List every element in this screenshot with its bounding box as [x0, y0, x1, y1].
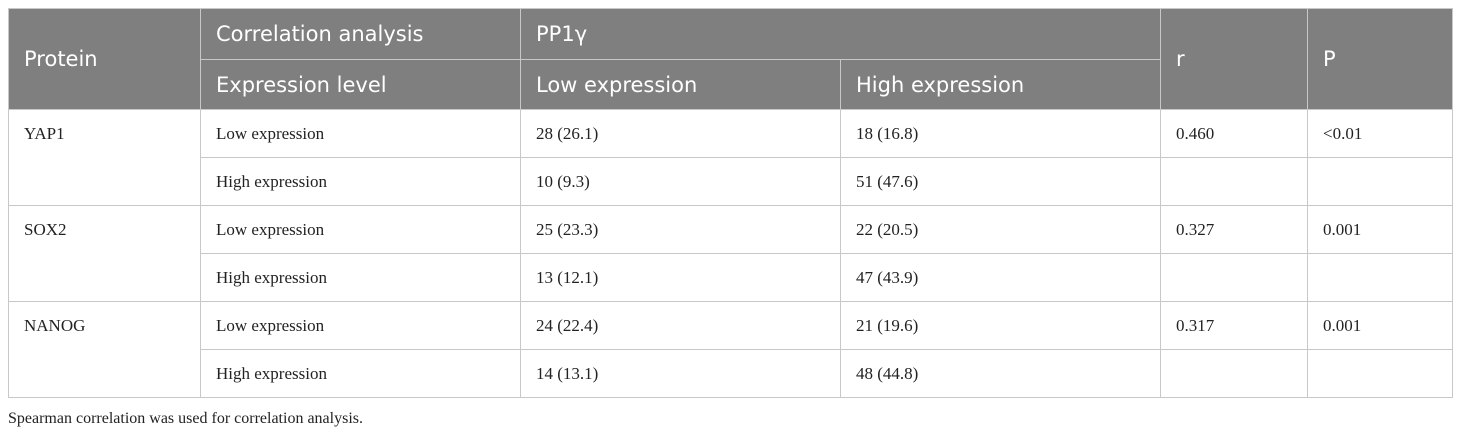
r-cell: 0.327 — [1160, 205, 1308, 254]
header-row: Expression level Low expression High exp… — [9, 59, 1453, 110]
high-cell: 48 (44.8) — [840, 349, 1161, 398]
header-cell: Expression level — [200, 59, 521, 110]
level-cell: High expression — [200, 253, 521, 302]
empty-cell — [1160, 157, 1308, 206]
level-cell: High expression — [200, 157, 521, 206]
p-cell: 0.001 — [1307, 205, 1453, 254]
header-cell: Low expression — [520, 59, 841, 110]
level-cell: Low expression — [200, 205, 521, 254]
header-cell: P — [1307, 8, 1453, 110]
low-cell: 24 (22.4) — [520, 301, 841, 350]
protein-cell: SOX2 — [8, 205, 201, 302]
level-cell: Low expression — [200, 109, 521, 158]
high-cell: 22 (20.5) — [840, 205, 1161, 254]
table-header: Protein Correlation analysis PP1γ r P Ex… — [8, 8, 1453, 110]
table-body: YAP1 Low expression 28 (26.1) 18 (16.8) 0.46… — [8, 109, 1453, 398]
low-cell: 10 (9.3) — [520, 157, 841, 206]
p-cell: 0.001 — [1307, 301, 1453, 350]
empty-cell — [1160, 349, 1308, 398]
empty-cell — [1307, 157, 1453, 206]
high-cell: 47 (43.9) — [840, 253, 1161, 302]
high-cell: 51 (47.6) — [840, 157, 1161, 206]
low-cell: 13 (12.1) — [520, 253, 841, 302]
header-cell: Correlation analysis — [200, 8, 521, 60]
header-cell: Protein — [8, 8, 201, 110]
table-row: YAP1 Low expression 28 (26.1) 18 (16.8) 0.46… — [8, 109, 1453, 206]
level-cell: Low expression — [200, 301, 521, 350]
protein-cell: YAP1 — [8, 109, 201, 206]
footnote: Spearman correlation was used for correl… — [8, 410, 363, 427]
table-row: High expression 10 (9.3) 51 (47.6) — [9, 157, 1453, 206]
protein-cell: NANOG — [8, 301, 201, 398]
header-row: Protein Correlation analysis PP1γ r P — [8, 8, 1453, 110]
header-cell: r — [1160, 8, 1308, 110]
table-row: NANOG Low expression 24 (22.4) 21 (19.6) 0.3… — [8, 301, 1453, 398]
correlation-table: Protein Correlation analysis PP1γ r P Ex… — [8, 8, 1453, 398]
p-cell: <0.01 — [1307, 109, 1453, 158]
high-cell: 21 (19.6) — [840, 301, 1161, 350]
empty-cell — [1307, 253, 1453, 302]
high-cell: 18 (16.8) — [840, 109, 1161, 158]
r-cell: 0.460 — [1160, 109, 1308, 158]
low-cell: 14 (13.1) — [520, 349, 841, 398]
r-cell: 0.317 — [1160, 301, 1308, 350]
header-cell: PP1γ — [520, 8, 1161, 60]
header-cell: High expression — [840, 59, 1161, 110]
table-row: High expression 13 (12.1) 47 (43.9) — [9, 253, 1453, 302]
empty-cell — [1160, 253, 1308, 302]
level-cell: High expression — [200, 349, 521, 398]
table-row: SOX2 Low expression 25 (23.3) 22 (20.5) 0.32… — [8, 205, 1453, 302]
low-cell: 28 (26.1) — [520, 109, 841, 158]
table-row: High expression 14 (13.1) 48 (44.8) — [9, 349, 1453, 398]
empty-cell — [1307, 349, 1453, 398]
low-cell: 25 (23.3) — [520, 205, 841, 254]
